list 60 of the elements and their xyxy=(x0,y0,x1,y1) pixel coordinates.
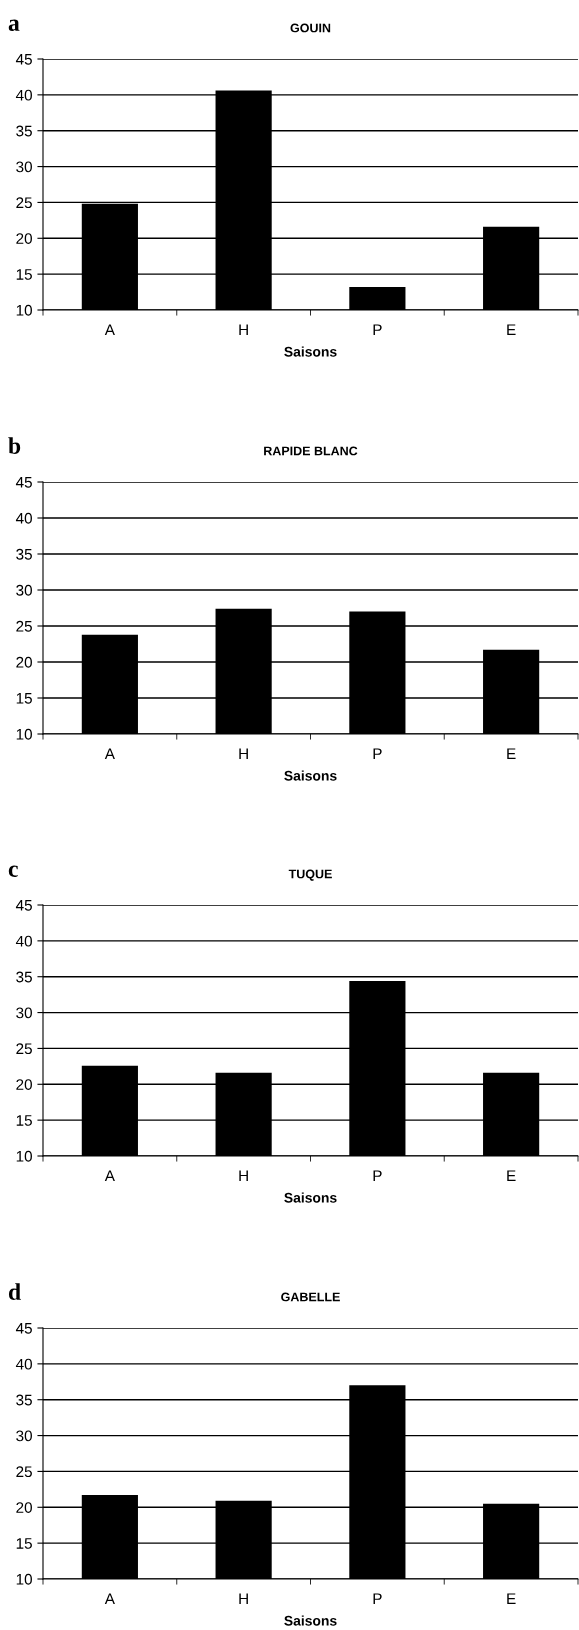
y-tick-label: 25 xyxy=(16,1466,32,1478)
chart-title: GOUIN xyxy=(290,23,331,33)
x-tick-label: E xyxy=(507,748,516,759)
y-tick-label: 10 xyxy=(16,1150,32,1162)
y-tick-label: 15 xyxy=(16,1115,32,1126)
y-tick-label: 45 xyxy=(15,1323,32,1334)
y-tick-label: 10 xyxy=(16,1573,32,1585)
y-tick-label: 35 xyxy=(16,125,32,137)
x-tick-label: H xyxy=(239,324,248,335)
x-tick-label: A xyxy=(104,324,115,335)
text: d xyxy=(8,1283,21,1300)
y-tick-label: 40 xyxy=(15,89,32,101)
y-tick-label: 35 xyxy=(16,548,32,560)
y-tick-label: 25 xyxy=(16,1043,32,1055)
x-tick-label: P xyxy=(373,1593,382,1604)
y-tick-label: 35 xyxy=(16,971,32,983)
y-tick-label: 15 xyxy=(16,269,32,280)
x-tick-label: A xyxy=(104,1593,115,1604)
x-axis-title: Saisons xyxy=(284,770,337,781)
y-tick-label: 40 xyxy=(15,512,32,524)
y-tick-label: 45 xyxy=(15,900,32,911)
y-tick-label: 30 xyxy=(16,584,32,596)
x-tick-label: P xyxy=(373,1170,382,1181)
y-tick-label: 10 xyxy=(16,304,32,316)
x-tick-label: E xyxy=(507,324,516,335)
y-tick-label: 40 xyxy=(15,1358,32,1370)
y-tick-label: 20 xyxy=(16,656,32,668)
x-tick-label: E xyxy=(507,1593,516,1604)
x-tick-label: A xyxy=(104,748,115,759)
x-axis-title: Saisons xyxy=(284,346,337,357)
y-tick-label: 15 xyxy=(16,1538,32,1549)
x-tick-label: H xyxy=(239,1170,248,1181)
x-tick-label: A xyxy=(104,1170,115,1181)
y-tick-label: 30 xyxy=(16,1007,32,1019)
chart-title: GABELLE xyxy=(281,1292,340,1302)
x-tick-label: H xyxy=(239,1593,248,1604)
y-tick-label: 25 xyxy=(16,620,32,632)
x-tick-label: H xyxy=(239,748,248,759)
y-tick-label: 20 xyxy=(16,233,32,244)
x-tick-label: E xyxy=(507,1170,516,1181)
y-tick-label: 15 xyxy=(16,693,32,704)
y-tick-label: 35 xyxy=(16,1394,32,1406)
y-tick-label: 40 xyxy=(15,935,32,947)
y-tick-label: 20 xyxy=(16,1502,32,1513)
x-tick-label: P xyxy=(373,324,382,335)
text: b xyxy=(8,437,21,454)
y-tick-label: 45 xyxy=(15,477,32,488)
x-axis-title: Saisons xyxy=(284,1192,337,1203)
text: c xyxy=(8,865,18,877)
y-tick-label: 25 xyxy=(16,197,32,209)
y-tick-label: 20 xyxy=(16,1079,32,1090)
y-tick-label: 30 xyxy=(16,161,32,173)
chart-title: RAPIDE BLANC xyxy=(264,446,358,456)
chart-title: TUQUE xyxy=(288,869,332,881)
y-tick-label: 45 xyxy=(15,54,32,65)
y-tick-label: 10 xyxy=(16,728,32,740)
y-tick-label: 30 xyxy=(16,1430,32,1442)
x-axis-title: Saisons xyxy=(284,1615,337,1626)
x-tick-label: P xyxy=(373,748,382,759)
text: a xyxy=(8,19,20,31)
